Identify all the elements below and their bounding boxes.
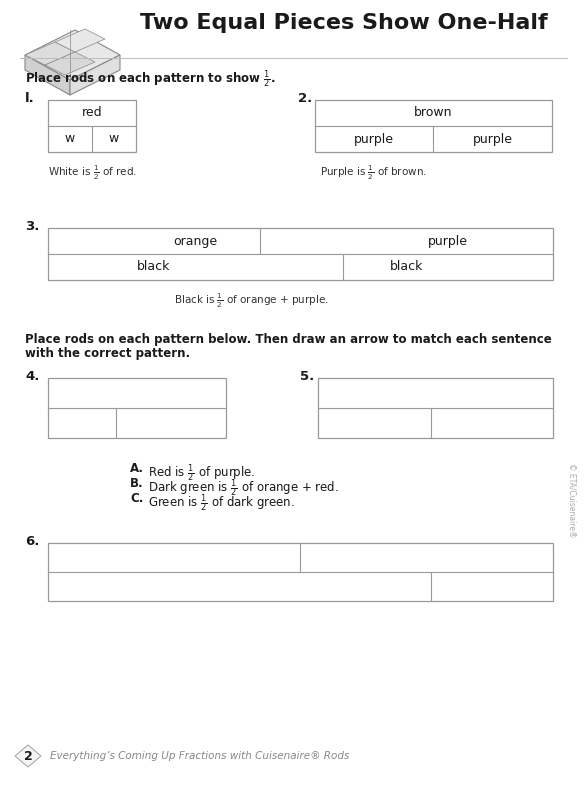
Polygon shape (25, 55, 70, 95)
Bar (48, 100, 136, 152)
Text: with the correct pattern.: with the correct pattern. (25, 347, 190, 360)
Text: 2.: 2. (298, 92, 312, 105)
Polygon shape (25, 30, 120, 80)
Text: l.: l. (25, 92, 35, 105)
Text: brown: brown (414, 106, 453, 119)
Text: black: black (390, 261, 423, 274)
Text: orange: orange (173, 234, 218, 247)
Text: Purple is $\frac{1}{2}$ of brown.: Purple is $\frac{1}{2}$ of brown. (320, 164, 427, 182)
Bar (48, 228, 553, 280)
Text: purple: purple (428, 234, 468, 247)
Bar (318, 378, 553, 438)
Text: w: w (65, 133, 75, 146)
Polygon shape (70, 55, 120, 95)
Text: Two Equal Pieces Show One-Half: Two Equal Pieces Show One-Half (140, 13, 548, 33)
Text: © ETA/Cuisenaire®: © ETA/Cuisenaire® (568, 462, 576, 538)
Text: C.: C. (130, 492, 143, 505)
Text: White is $\frac{1}{2}$ of red.: White is $\frac{1}{2}$ of red. (48, 164, 137, 182)
Text: w: w (109, 133, 119, 146)
Text: purple: purple (354, 133, 394, 146)
Text: Red is $\frac{1}{2}$ of purple.: Red is $\frac{1}{2}$ of purple. (148, 462, 255, 484)
Polygon shape (45, 52, 95, 75)
Text: 5.: 5. (300, 370, 314, 383)
Bar (48, 543, 553, 601)
Text: Green is $\frac{1}{2}$ of dark green.: Green is $\frac{1}{2}$ of dark green. (148, 492, 295, 514)
Text: 2: 2 (23, 750, 32, 762)
Polygon shape (15, 745, 41, 767)
Text: Dark green is $\frac{1}{2}$ of orange + red.: Dark green is $\frac{1}{2}$ of orange + … (148, 477, 339, 498)
Text: red: red (82, 106, 102, 119)
Text: Black is $\frac{1}{2}$ of orange + purple.: Black is $\frac{1}{2}$ of orange + purpl… (174, 292, 329, 310)
Bar (48, 378, 226, 438)
Text: A.: A. (130, 462, 144, 475)
Bar (315, 100, 552, 152)
Text: 3.: 3. (25, 220, 39, 233)
Text: black: black (137, 261, 171, 274)
Text: B.: B. (130, 477, 144, 490)
Text: Everything’s Coming Up Fractions with Cuisenaire® Rods: Everything’s Coming Up Fractions with Cu… (50, 751, 349, 761)
Text: 6.: 6. (25, 535, 39, 548)
Text: Place rods on each pattern below. Then draw an arrow to match each sentence: Place rods on each pattern below. Then d… (25, 333, 552, 346)
Polygon shape (55, 29, 105, 52)
Text: purple: purple (473, 133, 513, 146)
Polygon shape (25, 42, 75, 65)
Text: Place rods on each pattern to show $\frac{1}{2}$.: Place rods on each pattern to show $\fra… (25, 68, 276, 90)
Text: 4.: 4. (25, 370, 39, 383)
